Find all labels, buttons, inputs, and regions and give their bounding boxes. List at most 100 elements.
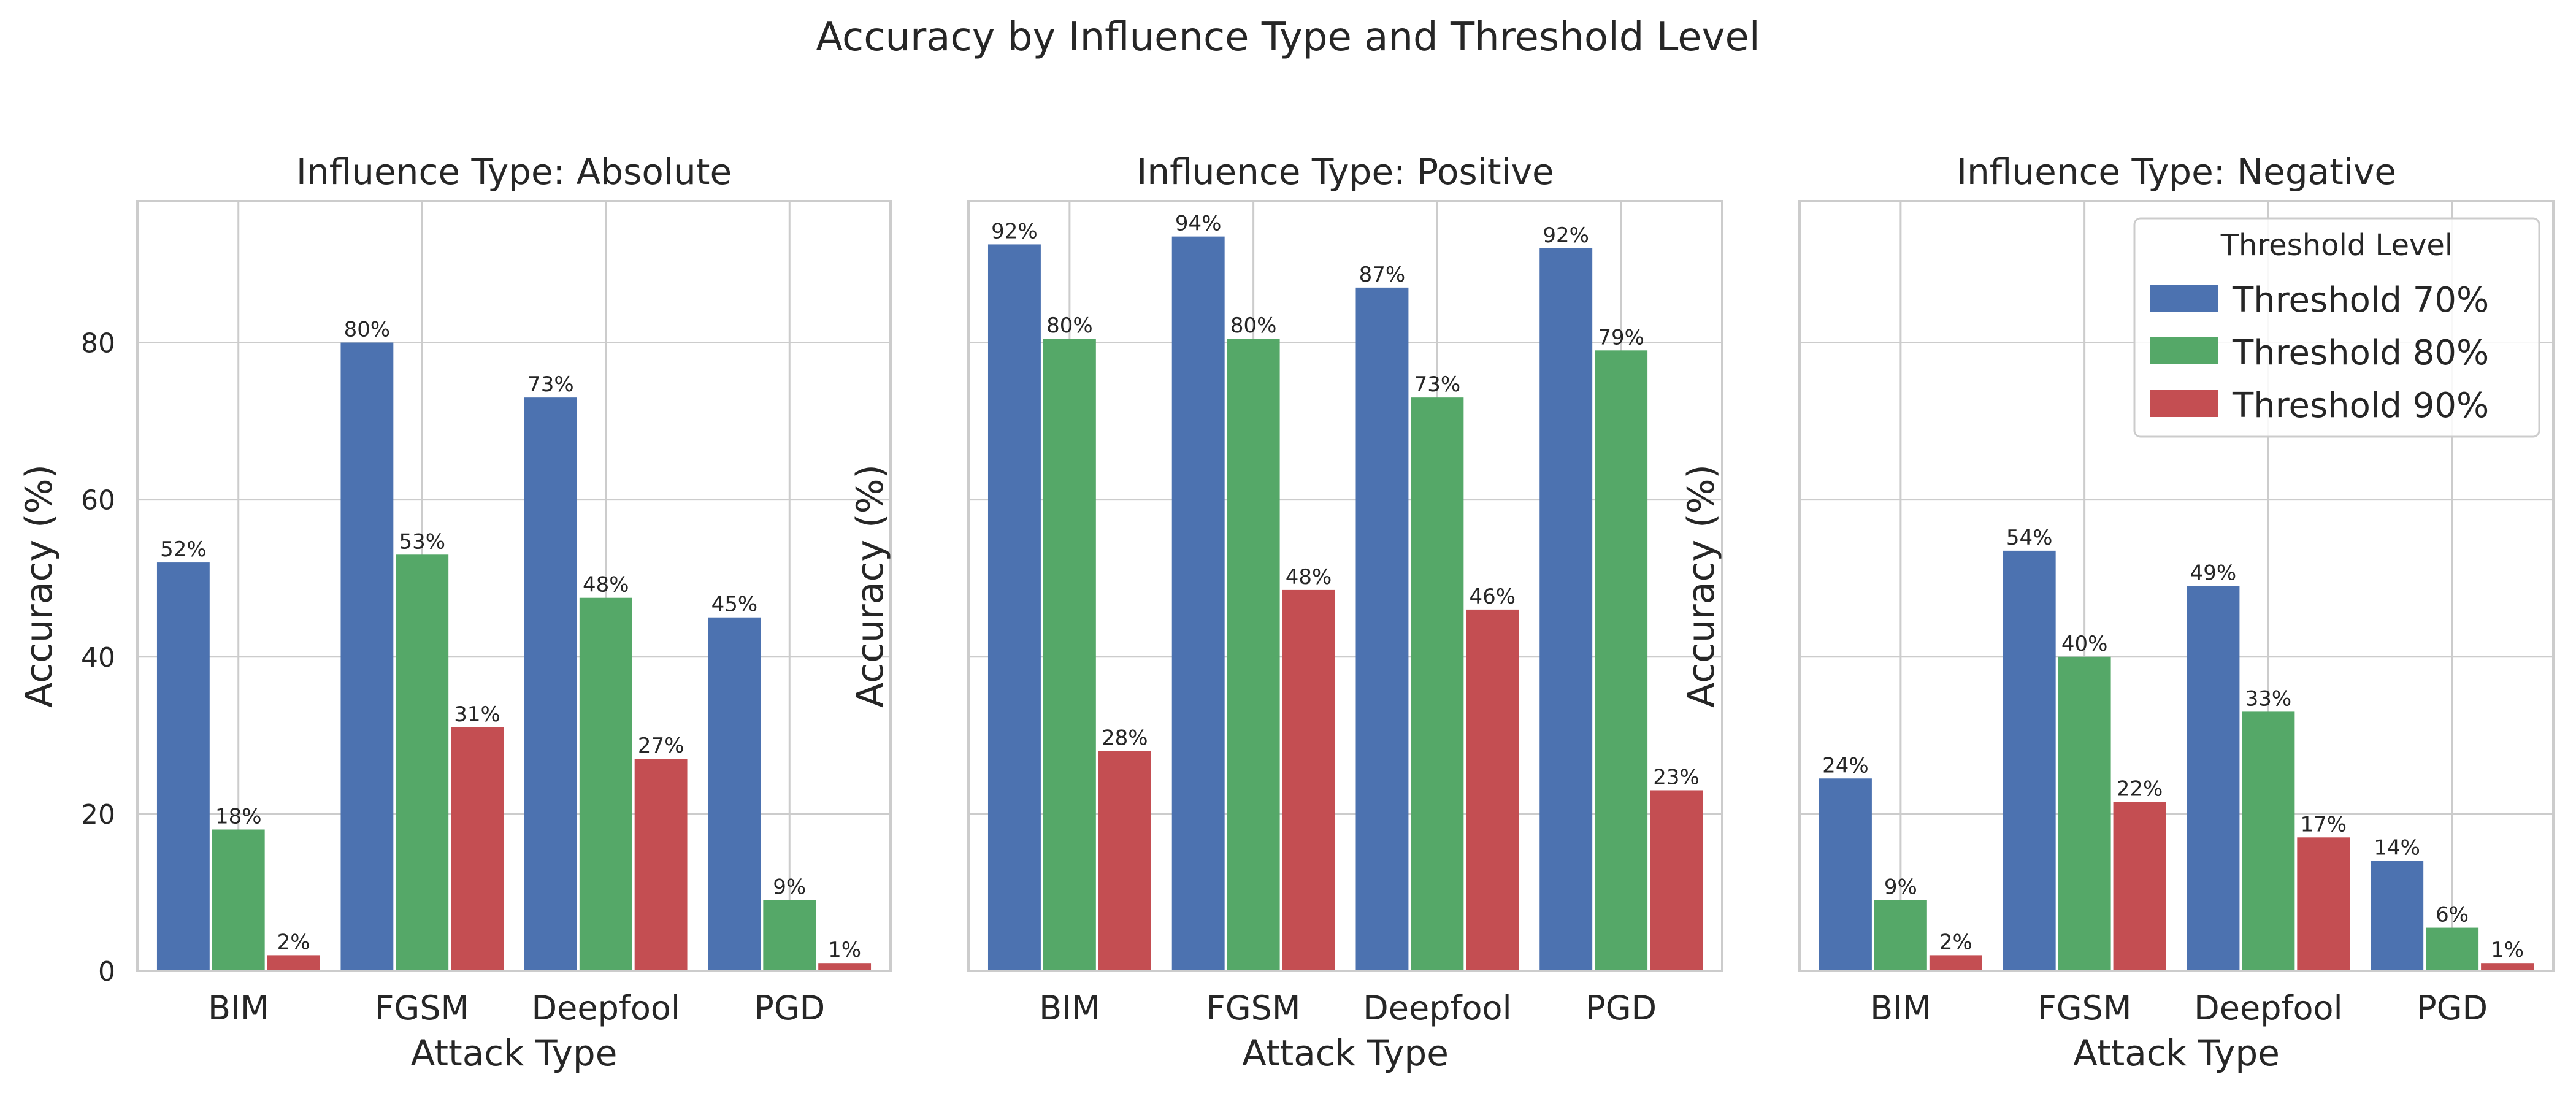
data-label: 2%	[277, 930, 310, 954]
panel-2: 92% 94% 87% 92% 80% 80% 73% 79% 28% 48% 46% 23% BIM F…	[849, 151, 1723, 1074]
bar	[1539, 248, 1593, 972]
data-label: 94%	[1175, 212, 1222, 236]
data-label: 80%	[1046, 313, 1093, 338]
panel-3: 24% 54% 49% 14% 9% 40% 33% 6% 2% 22% 17% 1% BIM FGSM D…	[1680, 151, 2555, 1074]
data-label: 2%	[1939, 930, 1972, 954]
y-axis-label: Accuracy (%)	[849, 464, 892, 708]
data-label: 53%	[399, 529, 445, 554]
bar	[818, 963, 872, 971]
data-label: 28%	[1102, 726, 1148, 750]
y-axis-label: Accuracy (%)	[1680, 464, 1723, 708]
data-label: 9%	[773, 875, 806, 900]
data-label: 1%	[828, 938, 861, 962]
panels: 52% 80% 73% 45% 18% 53% 48% 9% 2% 31% 27% 1% 0 20 40 60…	[18, 151, 2555, 1074]
bar	[1874, 900, 1927, 971]
data-label: 17%	[2301, 812, 2347, 837]
bar	[1098, 751, 1151, 971]
bar	[634, 759, 688, 971]
data-label: 22%	[2117, 777, 2163, 802]
data-label: 79%	[1598, 325, 1644, 350]
data-label: 27%	[638, 734, 684, 758]
data-label: 49%	[2190, 561, 2237, 586]
x-tick-label: Deepfool	[532, 989, 680, 1027]
bar	[451, 727, 504, 971]
bar	[2242, 711, 2295, 971]
bar	[1929, 955, 1982, 971]
legend-entry: Threshold 80%	[2232, 333, 2489, 373]
data-label: 45%	[711, 592, 758, 617]
bar	[1650, 790, 1703, 971]
bar	[579, 597, 632, 971]
bar	[340, 342, 394, 971]
legend-swatch	[2150, 285, 2218, 312]
data-label: 31%	[454, 702, 500, 727]
x-tick-label: BIM	[208, 989, 269, 1027]
bar	[1819, 778, 1872, 971]
legend[interactable]: Threshold Level Threshold 70% Threshold 80…	[2133, 217, 2540, 438]
data-label: 54%	[2006, 526, 2053, 550]
y-axis-label: Accuracy (%)	[18, 464, 61, 708]
data-label: 23%	[1653, 765, 1700, 789]
data-label: 18%	[215, 804, 262, 829]
axes-frame	[967, 200, 1723, 972]
axes-frame	[136, 200, 892, 972]
y-tick-label: 20	[81, 799, 115, 830]
x-tick-label: BIM	[1039, 989, 1100, 1027]
data-label: 6%	[2436, 903, 2469, 927]
panel-title: Influence Type: Positive	[1137, 151, 1554, 193]
data-label: 9%	[1884, 875, 1917, 900]
legend-entry: Threshold 90%	[2232, 386, 2489, 426]
bar	[2058, 656, 2111, 971]
bar	[396, 554, 449, 971]
legend-swatch	[2150, 390, 2218, 417]
data-label: 87%	[1359, 263, 1406, 287]
legend-box	[2133, 217, 2540, 438]
bar	[2481, 963, 2534, 971]
x-tick-label: FGSM	[1206, 989, 1301, 1027]
bar	[212, 829, 265, 971]
data-label: 48%	[583, 573, 629, 597]
data-label: 14%	[2374, 836, 2420, 861]
legend-swatch	[2150, 337, 2218, 364]
data-label: 1%	[2491, 938, 2524, 962]
x-tick-label: PGD	[1585, 989, 1657, 1027]
panel-1: 52% 80% 73% 45% 18% 53% 48% 9% 2% 31% 27% 1% 0 20 40 60…	[18, 151, 892, 1074]
bar	[1595, 350, 1648, 971]
legend-title: Threshold Level	[2220, 228, 2453, 263]
data-label: 46%	[1470, 585, 1516, 609]
bar	[1171, 236, 1225, 971]
bar	[763, 900, 816, 971]
bar	[2187, 586, 2240, 971]
data-label: 73%	[527, 372, 574, 397]
x-tick-label: PGD	[2417, 989, 2488, 1027]
data-label: 73%	[1414, 372, 1461, 397]
bar	[2426, 927, 2479, 971]
bar	[987, 244, 1041, 971]
y-tick-label: 80	[81, 328, 115, 359]
bar	[267, 955, 320, 971]
x-tick-label: PGD	[754, 989, 825, 1027]
data-label: 92%	[1543, 223, 1589, 248]
data-label: 92%	[991, 219, 1038, 243]
data-label: 80%	[344, 318, 391, 342]
panel-title: Influence Type: Negative	[1957, 151, 2396, 193]
legend-entry: Threshold 70%	[2232, 280, 2489, 320]
bar	[708, 617, 761, 971]
panel-title: Influence Type: Absolute	[296, 151, 732, 193]
axes-frame	[1798, 200, 2555, 972]
bar	[1227, 339, 1280, 971]
data-label: 40%	[2061, 632, 2108, 656]
data-label: 52%	[160, 537, 207, 562]
figure-title: Accuracy by Influence Type and Threshold…	[816, 15, 1760, 60]
bar	[1466, 609, 1519, 971]
x-tick-label: FGSM	[375, 989, 469, 1027]
x-axis-label: Attack Type	[2073, 1032, 2280, 1074]
data-label: 48%	[1286, 565, 1332, 589]
data-label: 33%	[2245, 686, 2292, 711]
y-tick-label: 0	[98, 956, 115, 987]
bar	[1355, 287, 1409, 972]
x-axis-label: Attack Type	[411, 1032, 618, 1074]
x-tick-label: Deepfool	[2194, 989, 2342, 1027]
x-axis-label: Attack Type	[1242, 1032, 1449, 1074]
